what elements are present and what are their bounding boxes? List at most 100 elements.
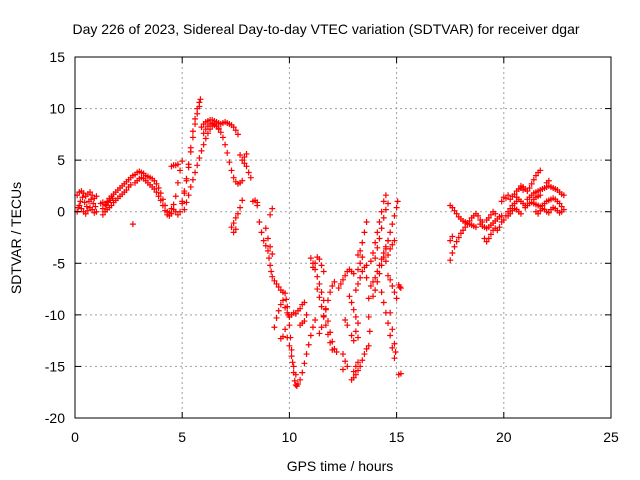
data-point [380, 198, 387, 205]
data-point [273, 280, 280, 287]
data-point [376, 219, 383, 226]
data-point [292, 310, 299, 317]
data-point [394, 198, 401, 205]
y-tick-label: -20 [45, 410, 65, 426]
data-point [320, 313, 327, 320]
data-point [222, 141, 229, 148]
data-point [75, 204, 82, 211]
data-point [391, 340, 398, 347]
data-point [380, 254, 387, 261]
data-point [355, 280, 362, 287]
data-point [385, 200, 392, 207]
data-point [187, 144, 194, 151]
data-point [192, 169, 199, 176]
data-point [234, 131, 241, 138]
data-point [357, 274, 364, 281]
data-point [449, 249, 456, 256]
data-point [342, 317, 349, 324]
data-point [239, 197, 246, 204]
data-point [155, 193, 162, 200]
data-point [239, 177, 246, 184]
data-point [82, 210, 89, 217]
data-point [309, 324, 316, 331]
data-point [340, 366, 346, 373]
data-point [500, 216, 507, 223]
data-point [301, 299, 308, 306]
data-point [316, 294, 323, 301]
data-point [237, 151, 244, 158]
data-point [378, 225, 385, 232]
data-point [81, 199, 88, 206]
data-point [526, 184, 533, 191]
data-point [196, 155, 203, 162]
data-point [385, 272, 392, 279]
data-point [318, 303, 325, 310]
data-point [318, 262, 325, 269]
data-point [275, 307, 282, 314]
data-point [366, 328, 373, 335]
data-point [157, 197, 164, 204]
data-point [361, 229, 368, 236]
data-point [545, 177, 552, 184]
data-point [151, 177, 158, 184]
data-point [243, 150, 250, 157]
y-tick-label: 15 [49, 49, 65, 65]
data-point [183, 175, 190, 182]
data-point [389, 326, 396, 333]
data-point [374, 229, 381, 236]
y-tick-labels: -20 -15 -10 -5 0 5 10 15 [45, 49, 65, 426]
data-point [181, 206, 188, 213]
data-point [226, 159, 233, 166]
data-point [202, 126, 209, 133]
data-point [393, 295, 400, 302]
data-point [264, 235, 271, 242]
data-point [359, 239, 366, 246]
data-point [88, 196, 95, 203]
data-point [230, 124, 237, 131]
data-point [288, 346, 295, 353]
data-point [327, 339, 334, 346]
data-point [269, 251, 276, 258]
data-point [275, 284, 282, 291]
data-point [286, 342, 293, 349]
data-point [453, 210, 460, 217]
data-point [331, 278, 338, 285]
data-point [262, 225, 269, 232]
data-point [269, 205, 276, 212]
data-point [127, 181, 134, 188]
data-point [228, 224, 235, 231]
y-tick-label: -15 [45, 358, 65, 374]
data-point [198, 124, 205, 131]
data-point [316, 256, 323, 263]
data-point [365, 342, 372, 349]
data-point [179, 158, 186, 165]
data-point [297, 376, 304, 383]
data-point [528, 180, 535, 187]
data-point [99, 211, 106, 218]
data-point [174, 179, 181, 186]
data-point [241, 160, 248, 167]
data-point [335, 285, 342, 292]
data-point [87, 189, 94, 196]
data-point [181, 188, 188, 195]
data-point [99, 205, 106, 212]
data-point [318, 289, 325, 296]
data-point [273, 314, 280, 321]
data-point [350, 306, 357, 313]
data-point [342, 272, 349, 279]
data-point [187, 183, 194, 190]
data-point [385, 252, 392, 259]
data-point [447, 237, 454, 244]
data-point [455, 234, 462, 241]
y-tick-label: 5 [57, 152, 65, 168]
data-point [277, 301, 284, 308]
data-point [374, 244, 381, 251]
data-point [460, 227, 467, 234]
data-point [558, 203, 565, 210]
data-point [90, 200, 97, 207]
data-point [104, 198, 111, 205]
data-point [103, 202, 110, 209]
x-tick-label: 15 [389, 429, 405, 445]
data-point [363, 219, 370, 226]
data-point [228, 167, 235, 174]
